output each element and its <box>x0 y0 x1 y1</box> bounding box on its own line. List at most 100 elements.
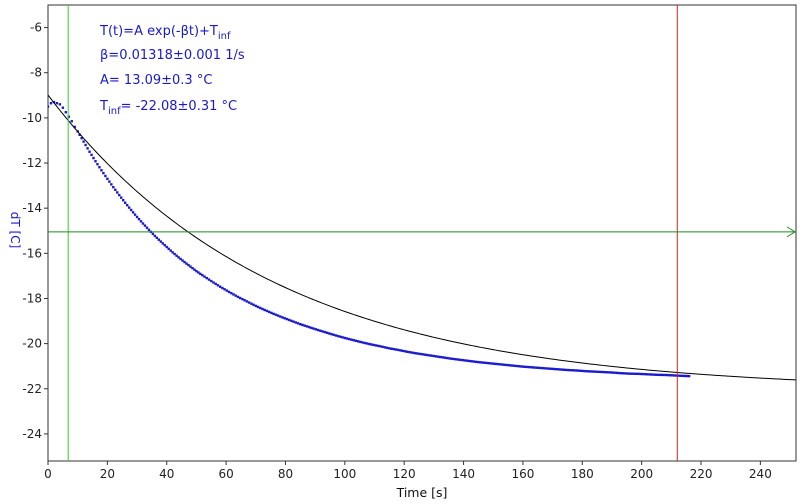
y-tick-label: -8 <box>30 66 42 80</box>
data-point <box>73 125 76 129</box>
data-point <box>394 348 398 351</box>
data-point <box>153 234 157 238</box>
data-point <box>581 369 585 373</box>
data-point <box>606 371 609 374</box>
data-point <box>379 345 382 348</box>
data-point <box>252 303 255 306</box>
data-point <box>299 323 302 326</box>
data-point <box>495 362 498 366</box>
data-point <box>316 328 320 332</box>
data-point <box>559 368 562 371</box>
data-point <box>274 313 278 316</box>
data-point <box>377 344 380 348</box>
data-point <box>541 366 545 370</box>
data-point <box>96 163 99 166</box>
x-tick-label: 0 <box>44 467 52 481</box>
data-point <box>70 120 73 123</box>
data-point <box>457 358 460 361</box>
data-point <box>535 366 538 369</box>
data-point <box>98 166 101 169</box>
data-point <box>428 354 431 357</box>
y-tick-label: -6 <box>30 21 42 35</box>
data-point <box>439 355 442 359</box>
data-point <box>294 321 298 324</box>
data-point <box>399 349 402 352</box>
data-point <box>323 330 326 334</box>
data-point <box>187 263 190 267</box>
data-point <box>276 314 280 317</box>
data-point <box>512 364 516 367</box>
data-point <box>159 240 162 243</box>
data-point <box>655 373 658 376</box>
data-point <box>67 115 70 118</box>
data-point <box>454 358 458 361</box>
data-point <box>679 374 683 377</box>
y-tick-label: -18 <box>22 291 42 305</box>
data-point <box>114 188 117 192</box>
data-point <box>683 374 687 378</box>
data-point <box>550 367 554 371</box>
data-point <box>61 106 65 109</box>
data-point <box>481 361 485 364</box>
data-point <box>254 304 257 308</box>
data-point <box>417 352 420 355</box>
data-point <box>617 371 620 375</box>
data-point <box>104 174 107 178</box>
y-tick-label: -12 <box>22 156 42 170</box>
data-point <box>675 374 678 377</box>
data-point <box>523 365 527 369</box>
data-point <box>401 349 404 353</box>
x-tick-label: 160 <box>511 467 534 481</box>
data-point <box>181 259 184 262</box>
data-point <box>328 332 331 335</box>
data-point <box>163 243 166 247</box>
data-point <box>49 101 53 105</box>
data-point <box>330 332 333 336</box>
data-point <box>94 160 97 163</box>
data-point <box>310 326 313 330</box>
data-point <box>84 143 87 147</box>
data-point <box>539 366 542 370</box>
data-point <box>528 365 531 369</box>
data-point <box>635 372 638 376</box>
data-point <box>201 274 204 277</box>
data-point <box>499 363 502 366</box>
data-point <box>151 232 155 236</box>
data-point <box>577 369 580 372</box>
data-point <box>285 317 289 321</box>
data-point <box>270 311 273 315</box>
x-tick-label: 60 <box>218 467 233 481</box>
data-point <box>216 284 220 287</box>
data-point <box>106 177 109 181</box>
data-point <box>238 296 242 300</box>
tinf-subscript: inf <box>108 106 121 117</box>
data-point <box>227 290 231 294</box>
data-point <box>88 150 91 153</box>
data-point <box>191 266 194 270</box>
x-tick-label: 200 <box>630 467 653 481</box>
data-point <box>492 362 496 365</box>
data-point <box>203 275 206 278</box>
data-point <box>287 318 291 322</box>
data-point <box>243 299 246 302</box>
data-point <box>283 317 286 320</box>
data-points <box>48 100 691 378</box>
x-tick-label: 140 <box>452 467 475 481</box>
data-point <box>621 372 625 375</box>
x-tick-label: 220 <box>690 467 713 481</box>
data-point <box>137 217 141 221</box>
data-point <box>466 359 469 362</box>
data-point <box>488 362 491 365</box>
y-tick-label: -20 <box>22 337 42 351</box>
data-point <box>408 350 411 354</box>
data-point <box>666 373 669 377</box>
data-point <box>199 272 202 276</box>
data-point <box>653 373 656 376</box>
data-point <box>189 265 192 268</box>
data-point <box>319 329 322 332</box>
data-point <box>58 103 62 106</box>
data-point <box>526 365 529 369</box>
data-point <box>423 353 427 356</box>
data-point <box>325 331 329 334</box>
data-point <box>421 353 424 356</box>
